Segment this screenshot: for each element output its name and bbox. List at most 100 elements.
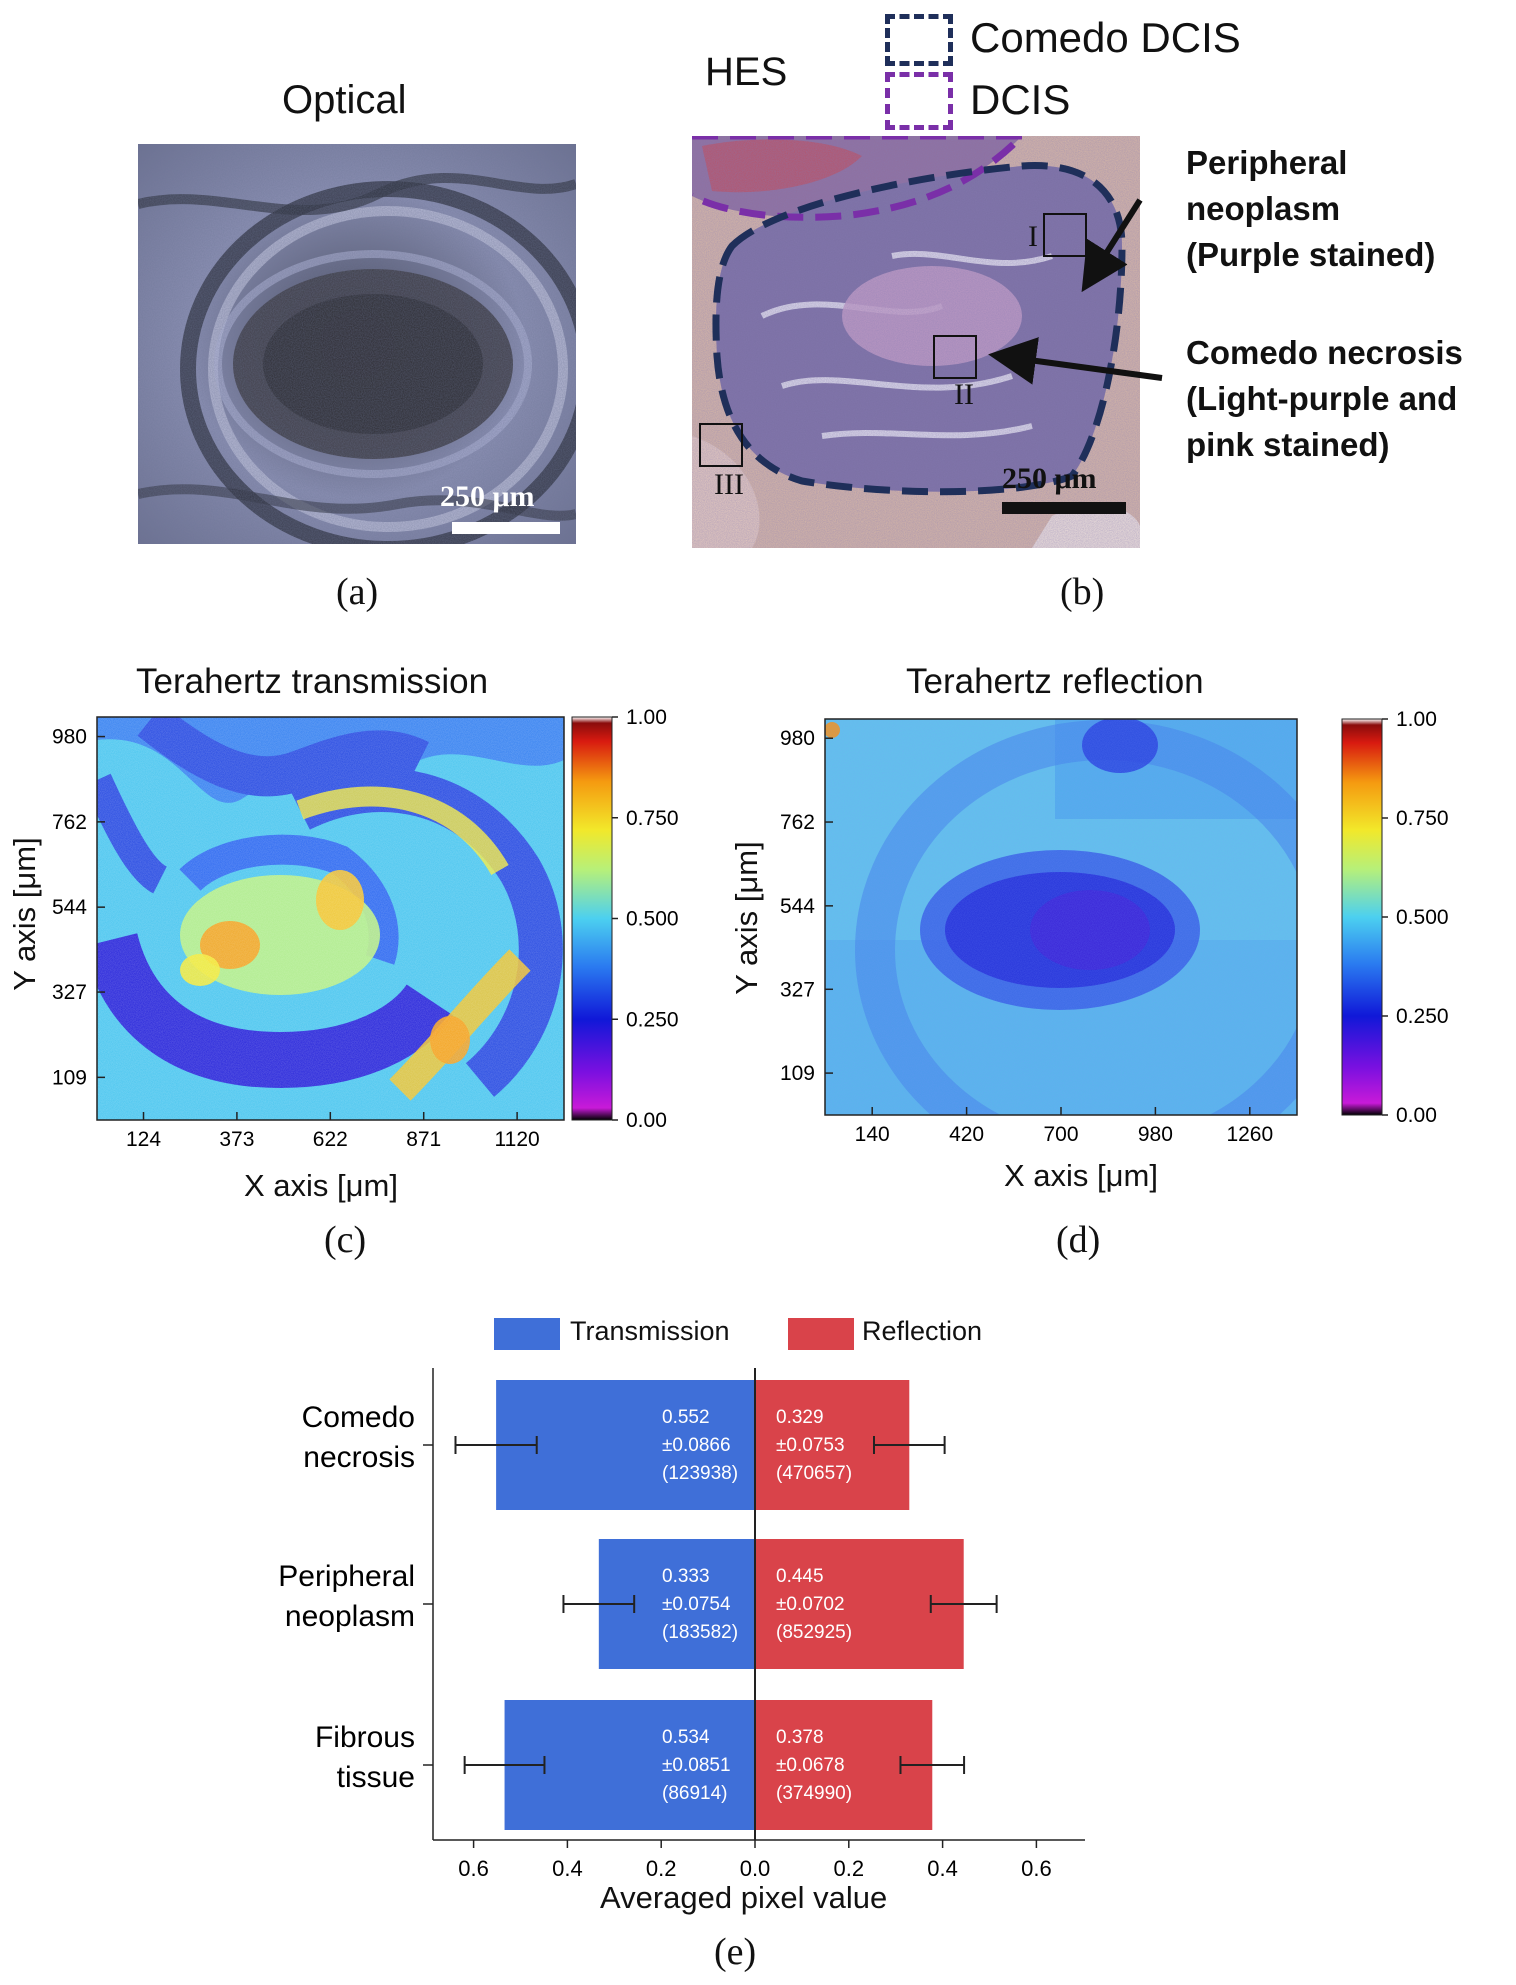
panel-c-title: Terahertz transmission [136,662,489,701]
region-iii-label: III [714,468,744,501]
reflection-colorbar [1341,718,1383,1116]
legend-transmission-label: Transmission [570,1316,730,1346]
reflection-data-label: 0.329 [776,1407,824,1428]
panel-b-letter: (b) [1060,571,1105,613]
x-tick-label: 0.0 [740,1856,771,1881]
panel-d-title: Terahertz reflection [906,662,1204,701]
legend-dcis-label: DCIS [970,76,1071,123]
x-tick-label: 700 [1043,1123,1078,1146]
x-tick-label: 871 [406,1128,441,1151]
panel-e-letter: (e) [714,1931,757,1973]
transmission-heatmap-image [97,717,564,1120]
panel-c-ylabel: Y axis [μm] [7,837,42,991]
colorbar-tick-label: 0.500 [626,908,679,931]
transmission-data-label: ±0.0851 [662,1755,731,1776]
y-tick-label: 762 [780,811,815,834]
optical-image-graphic [138,144,576,544]
x-tick-label: 0.2 [834,1856,865,1881]
annotation-peripheral-line-2: neoplasm [1186,190,1341,227]
reflection-bar [755,1539,964,1669]
annotation-comedo-line-1: Comedo necrosis [1186,334,1463,371]
x-tick-label: 1120 [495,1128,540,1151]
category-label: tissue [337,1761,415,1794]
colorbar-tick-label: 0.00 [1396,1104,1437,1127]
colorbar-tick-label: 0.750 [1396,807,1449,830]
y-tick-label: 327 [52,981,87,1004]
x-tick-label: 0.6 [458,1856,489,1881]
region-ii-label: II [954,378,974,411]
transmission-bar [504,1700,755,1830]
x-tick-label: 1260 [1226,1123,1273,1146]
y-tick-label: 327 [780,978,815,1001]
y-tick-label: 980 [780,727,815,750]
category-label: Peripheral [278,1560,415,1593]
legend-reflection-swatch [788,1318,854,1350]
reflection-data-label: 0.445 [776,1566,824,1587]
annotation-peripheral-line-1: Peripheral [1186,144,1348,181]
reflection-data-label: (374990) [776,1783,852,1804]
panel-a-title: Optical [282,78,407,122]
x-tick-label: 0.2 [646,1856,677,1881]
colorbar-tick-label: 0.00 [626,1109,667,1132]
reflection-data-label: (470657) [776,1463,852,1484]
x-tick-label: 0.4 [552,1856,583,1881]
category-label: Comedo [302,1401,415,1434]
legend-transmission-swatch [494,1318,560,1350]
legend-comedo-dcis-swatch [885,14,953,66]
transmission-data-label: 0.552 [662,1407,710,1428]
annotation-peripheral: Peripheral neoplasm (Purple stained) [1186,140,1435,278]
y-tick-label: 544 [780,895,815,918]
reflection-data-label: ±0.0702 [776,1594,845,1615]
reflection-data-label: ±0.0678 [776,1755,845,1776]
arrow-peripheral [1081,198,1143,293]
panel-c-letter: (c) [324,1219,367,1261]
transmission-bar [496,1380,755,1510]
colorbar-tick-label: 0.750 [626,807,679,830]
colorbar-tick-label: 1.00 [1396,708,1437,731]
annotation-arrows [988,198,1163,385]
panel-c-xlabel: X axis [μm] [244,1168,398,1203]
legend-dcis-swatch [885,72,953,130]
legend-comedo-dcis-label: Comedo DCIS [970,14,1241,61]
colorbar-tick-label: 0.500 [1396,906,1449,929]
y-tick-label: 544 [52,896,87,919]
reflection-heatmap: 140 420 700 980 1260 109 327 544 762 980 0.00 0.250… [780,708,1449,1146]
panel-e-xlabel: Averaged pixel value [600,1880,888,1915]
optical-scale-label: 250 μm [440,480,535,513]
x-tick-label: 124 [126,1128,161,1151]
annotation-comedo-line-2: (Light-purple and [1186,380,1458,417]
panel-d-xlabel: X axis [μm] [1004,1158,1158,1193]
colorbar-tick-label: 1.00 [626,706,667,729]
x-tick-label: 622 [313,1128,348,1151]
legend-reflection-label: Reflection [862,1316,983,1346]
colorbar-tick-label: 0.250 [1396,1005,1449,1028]
y-tick-label: 109 [52,1066,87,1089]
x-tick-label: 980 [1138,1123,1173,1146]
transmission-data-label: 0.333 [662,1566,710,1587]
panel-a-letter: (a) [336,571,379,613]
optical-image: 250 μm [138,144,576,544]
hes-image: I II III 250 μm [692,136,1140,548]
transmission-data-label: ±0.0866 [662,1435,731,1456]
optical-scale-bar [452,522,560,534]
category-label: necrosis [303,1441,415,1474]
transmission-data-label: (183582) [662,1622,738,1643]
panel-d-letter: (d) [1056,1219,1101,1261]
y-tick-label: 980 [52,726,87,749]
region-i-label: I [1028,220,1038,253]
category-label: Fibrous [315,1721,415,1754]
x-tick-label: 140 [855,1123,890,1146]
colorbar-tick-label: 0.250 [626,1008,679,1031]
annotation-comedo-line-3: pink stained) [1186,426,1390,463]
hes-scale-label: 250 μm [1002,462,1097,495]
x-tick-label: 0.4 [927,1856,958,1881]
transmission-colorbar [571,716,613,1121]
reflection-heatmap-image [825,719,1297,1115]
arrow-comedo [988,337,1163,385]
transmission-data-label: (123938) [662,1463,738,1484]
panel-d-ylabel: Y axis [μm] [729,841,764,995]
y-tick-label: 762 [52,811,87,834]
reflection-data-label: (852925) [776,1622,852,1643]
hes-image-graphic [692,136,1140,548]
reflection-data-label: ±0.0753 [776,1435,845,1456]
